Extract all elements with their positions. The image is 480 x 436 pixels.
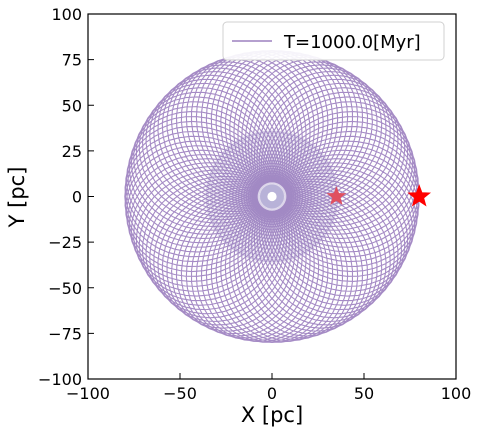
legend-box <box>222 21 445 61</box>
y-axis-ticks: −100 −75 −50 −25 0 25 50 75 100 <box>38 5 94 389</box>
star-marker-2 <box>407 184 432 207</box>
y-axis-label: Y [pc] <box>5 167 29 229</box>
center-ring-hole <box>267 191 277 202</box>
orbit-trace-2 <box>205 130 339 263</box>
y-tick-label: 100 <box>51 5 82 24</box>
y-tick-label: 0 <box>72 188 82 207</box>
x-tick-label: −50 <box>163 384 197 403</box>
y-tick-label: 75 <box>62 51 82 70</box>
x-axis-label: X [pc] <box>241 403 303 427</box>
legend-label: T=1000.0[Myr] <box>283 32 421 53</box>
y-tick-label: −75 <box>48 324 82 343</box>
center-ring-shape <box>260 184 284 209</box>
star-markers <box>326 184 432 207</box>
star-marker-1 <box>326 186 347 205</box>
x-tick-label: −100 <box>66 384 110 403</box>
y-tick-label: −50 <box>48 279 82 298</box>
legend: T=1000.0[Myr] <box>222 21 445 61</box>
x-tick-label: 0 <box>267 384 277 403</box>
center-ring <box>260 184 284 209</box>
x-tick-label: 50 <box>354 384 374 403</box>
y-tick-label: 50 <box>62 96 82 115</box>
y-tick-label: −100 <box>38 370 82 389</box>
y-tick-label: −25 <box>48 233 82 252</box>
x-tick-label: 100 <box>441 384 472 403</box>
y-tick-label: 25 <box>62 142 82 161</box>
x-axis-ticks: −100 −50 0 50 100 <box>66 373 471 403</box>
